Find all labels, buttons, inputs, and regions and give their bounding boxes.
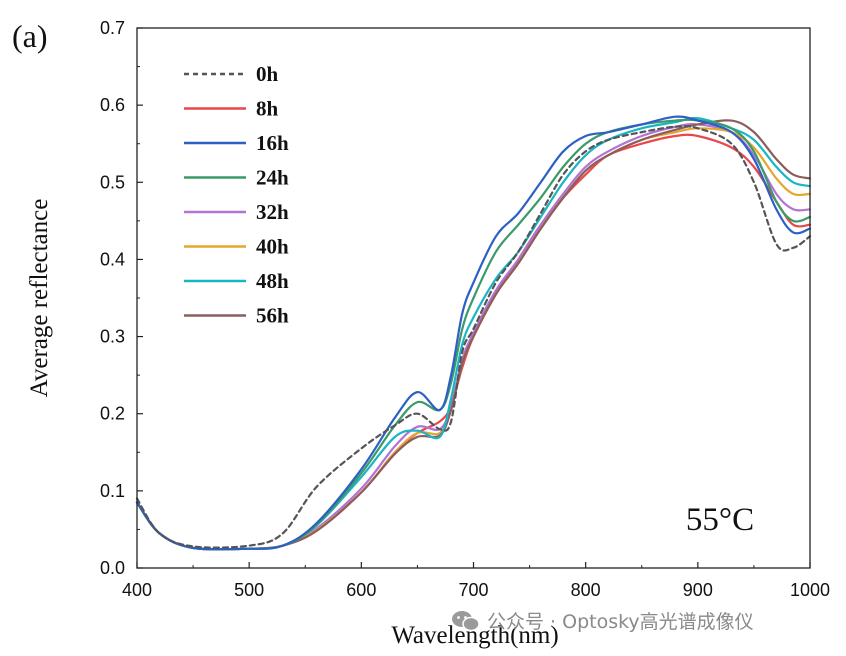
x-tick-label: 1000 [790,580,830,600]
x-tick-label: 600 [346,580,376,600]
y-tick-label: 0.7 [100,18,125,38]
legend-entry-32h: 32h [184,200,289,224]
series-line-0h [135,125,812,549]
y-axis-title: Average reflectance [26,199,53,398]
watermark-text: 公众号 · Optosky高光谱成像仪 [487,611,754,633]
temperature-label: 55°C [686,502,754,538]
watermark: 公众号 · Optosky高光谱成像仪 [452,611,754,633]
legend-label: 0h [256,62,279,86]
x-tick-label: 700 [458,580,488,600]
y-tick-label: 0.2 [100,404,125,424]
legend-label: 48h [256,269,289,293]
y-tick-label: 0.0 [100,558,125,578]
y-tick-label: 0.1 [100,481,125,501]
x-tick-label: 500 [234,580,264,600]
legend-entry-56h: 56h [184,304,289,328]
legend-entry-48h: 48h [184,269,289,293]
y-tick-label: 0.3 [100,327,125,347]
wechat-icon [452,611,480,632]
legend-label: 56h [256,304,289,328]
legend-entry-8h: 8h [184,97,279,121]
x-tick-label: 800 [571,580,601,600]
y-tick-label: 0.6 [100,95,125,115]
legend-entry-16h: 16h [184,131,289,155]
panel-label: (a) [12,18,48,54]
x-tick-label: 900 [683,580,713,600]
legend: 0h 8h 16h 24h 32h 40h 48h 56h [184,62,289,328]
series-line-16h [135,115,812,551]
x-tick-label: 400 [122,580,152,600]
legend-entry-24h: 24h [184,166,289,190]
series-line-8h [135,133,812,551]
legend-entry-40h: 40h [184,235,289,259]
series-lines [135,115,812,551]
legend-entry-0h: 0h [184,62,279,86]
legend-label: 8h [256,97,279,121]
legend-label: 16h [256,131,289,155]
legend-label: 40h [256,235,289,259]
legend-label: 24h [256,166,289,190]
legend-label: 32h [256,200,289,224]
y-tick-label: 0.5 [100,172,125,192]
y-tick-label: 0.4 [100,249,125,269]
series-line-56h [135,119,812,551]
axes: 400 500 600 700 800 900 1000 0.0 0.1 0.2 0.3 0.4 0.5… [100,18,830,600]
